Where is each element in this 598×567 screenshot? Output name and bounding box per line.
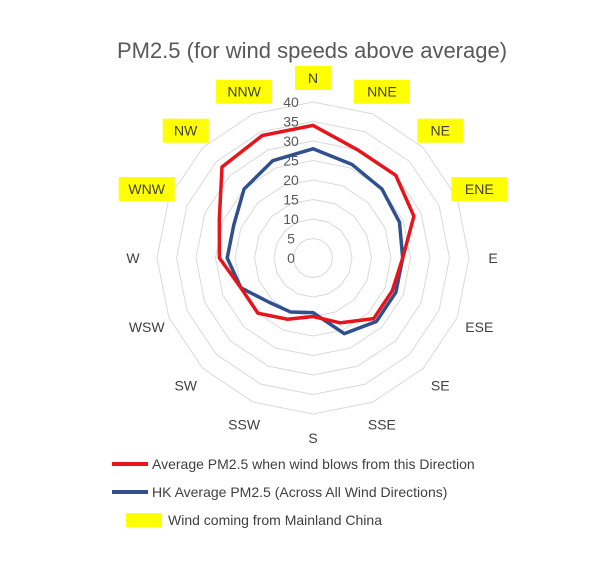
direction-label: W [126,250,140,266]
highlight-box [417,118,464,143]
direction-label: NW [174,123,198,139]
tick-label: 35 [283,114,299,130]
direction-label: NE [431,123,450,139]
direction-label: NNW [227,84,261,100]
grid-ring [292,237,334,279]
direction-label: ESE [465,319,493,335]
grid-ring [253,198,373,318]
direction-label: S [308,430,317,446]
grid-ring [175,120,451,396]
highlight-box [451,177,508,202]
tick-label: 15 [283,192,299,208]
tick-label: 10 [283,211,299,227]
direction-label: ENE [465,181,494,197]
series-line [217,123,416,325]
grid-ring [214,159,412,357]
direction-label: SW [174,377,197,393]
grid-ring [234,179,392,337]
direction-label: NNE [367,84,397,100]
highlight-box [118,177,175,202]
tick-label: 40 [283,94,299,110]
radar-series [217,123,416,336]
direction-label: E [488,250,497,266]
highlight-box [353,79,410,104]
direction-label: N [308,70,318,86]
direction-label: WNW [128,181,165,197]
direction-labels: N NNE NE ENE E ESE SE SSE S SSW SW WSW W WNW NW NNW [118,66,508,446]
tick-label: 30 [283,133,299,149]
highlight-box [162,118,209,143]
tick-label: 0 [287,250,295,266]
grid-ring [195,140,431,376]
highlight-box [295,66,331,90]
direction-label: SSE [368,416,396,432]
direction-label: SE [431,377,450,393]
series-line [225,147,405,336]
grid-ring [156,101,470,415]
direction-label: WSW [129,319,166,335]
chart-title: PM2.5 (for wind speeds above average) [117,38,507,63]
radar-grid [156,101,470,415]
highlight-box [216,79,273,104]
tick-label: 20 [283,172,299,188]
grid-ring [273,218,353,298]
tick-label: 5 [287,231,295,247]
direction-label: SSW [228,416,261,432]
